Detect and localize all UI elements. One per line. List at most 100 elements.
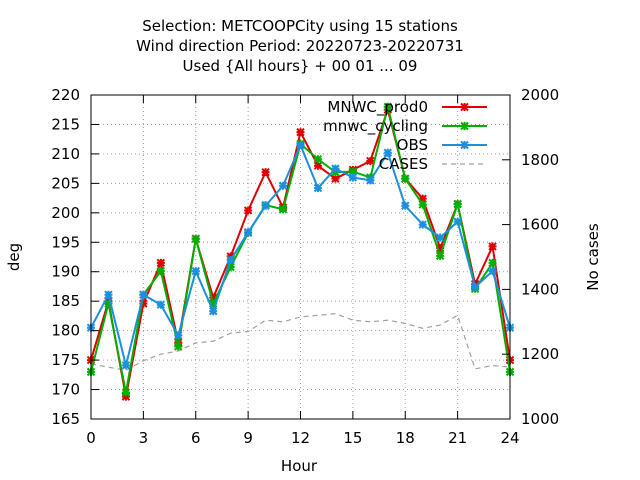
x-axis-label: Hour [281,457,318,475]
point-obs [139,290,148,299]
series-line-mnwc-cycling [90,106,511,393]
point-obs [226,255,235,265]
point-mnwc-prod0 [435,243,445,253]
x-tick-label: 12 [291,429,310,447]
series-line-cases [90,313,511,372]
title-line-3: Used {All hours} + 00 01 ... 09 [183,57,418,75]
y2-tick-label: 1800 [521,151,559,169]
point-obs [331,164,340,173]
point-obs [313,183,323,193]
point-mnwc-cycling [191,234,200,243]
point-mnwc-prod0 [261,167,270,177]
series-mnwc-prod0 [86,105,515,401]
x-tick-label: 0 [86,429,96,447]
point-obs [418,220,427,229]
y-tick-label: 220 [51,86,80,104]
x-tick-label: 21 [448,429,467,447]
point-obs [366,176,375,185]
y2-tick-label: 1600 [521,216,559,234]
y-tick-label: 165 [51,410,80,428]
legend-marker-mnwc-cycling [460,121,469,131]
point-mnwc-cycling [435,251,445,261]
point-mnwc-cycling [104,299,113,308]
point-mnwc-cycling [174,342,183,351]
point-mnwc-cycling [226,262,235,272]
x-tick-label: 3 [139,429,149,447]
point-obs [174,331,183,340]
y-tick-label: 210 [51,145,80,163]
y-tick-label: 185 [51,292,80,310]
y-tick-label: 195 [51,233,80,251]
y-tick-label: 215 [51,115,80,133]
legend-marker-mnwc-prod0 [460,102,469,112]
x-tick-label: 9 [243,429,253,447]
title-line-1: Selection: METCOOPCity using 15 stations [142,17,458,35]
point-mnwc-prod0 [156,258,166,268]
point-mnwc-prod0 [121,392,131,401]
point-obs [104,290,113,299]
point-obs [191,266,200,276]
point-obs [243,228,253,237]
point-obs [383,148,392,157]
point-mnwc-cycling [453,199,462,209]
point-mnwc-cycling [313,155,323,164]
point-mnwc-prod0 [139,299,148,308]
point-mnwc-cycling [209,299,218,308]
title-line-2: Wind direction Period: 20220723-20220731 [136,37,464,55]
point-obs [209,306,218,316]
point-mnwc-cycling [348,167,358,176]
x-tick-label: 15 [343,429,362,447]
point-obs [348,173,358,182]
legend-marker-obs [460,140,469,150]
y-tick-label: 170 [51,381,80,399]
point-mnwc-prod0 [296,127,305,137]
legend-label-mnwc-cycling: mnwc_cycling [323,117,428,136]
x-tick-label: 6 [191,429,201,447]
point-obs [296,140,305,150]
y2-axis-label: No cases [584,223,602,291]
point-mnwc-cycling [401,174,410,183]
y2-tick-label: 1000 [521,410,559,428]
point-mnwc-prod0 [243,206,253,215]
point-mnwc-cycling [418,200,427,209]
point-obs [121,361,131,370]
point-obs [278,181,288,190]
point-mnwc-cycling [383,102,392,111]
y-axis-label: deg [5,243,23,271]
legend-label-mnwc-prod0: MNWC_prod0 [327,98,428,117]
legend-label-cases: CASES [379,155,428,173]
series-line-mnwc-prod0 [90,106,511,397]
point-mnwc-prod0 [209,293,218,302]
point-mnwc-prod0 [331,174,340,183]
x-tick-label: 18 [396,429,415,447]
y-tick-label: 190 [51,263,80,281]
point-mnwc-prod0 [418,194,427,203]
point-obs [470,282,480,292]
y-tick-label: 205 [51,174,80,192]
y-tick-label: 180 [51,322,80,340]
point-obs [156,300,166,309]
point-obs [435,233,445,242]
point-mnwc-prod0 [313,161,323,170]
point-mnwc-cycling [121,388,131,397]
cases-series [90,313,511,372]
point-obs [488,266,497,276]
y2-tick-label: 2000 [521,86,559,104]
y-tick-label: 200 [51,204,80,222]
point-mnwc-cycling [488,258,497,268]
point-obs [401,201,410,210]
legend-label-obs: OBS [397,136,428,154]
y2-tick-label: 1400 [521,280,559,298]
y-tick-label: 175 [51,351,80,369]
chart-title: Selection: METCOOPCity using 15 stations… [136,17,464,75]
point-mnwc-cycling [278,205,288,214]
y2-tick-label: 1200 [521,345,559,363]
point-obs [453,217,462,226]
x-tick-label: 24 [500,429,519,447]
data-series [86,102,515,401]
point-mnwc-prod0 [488,242,497,251]
point-mnwc-prod0 [366,156,375,166]
point-obs [261,201,270,210]
